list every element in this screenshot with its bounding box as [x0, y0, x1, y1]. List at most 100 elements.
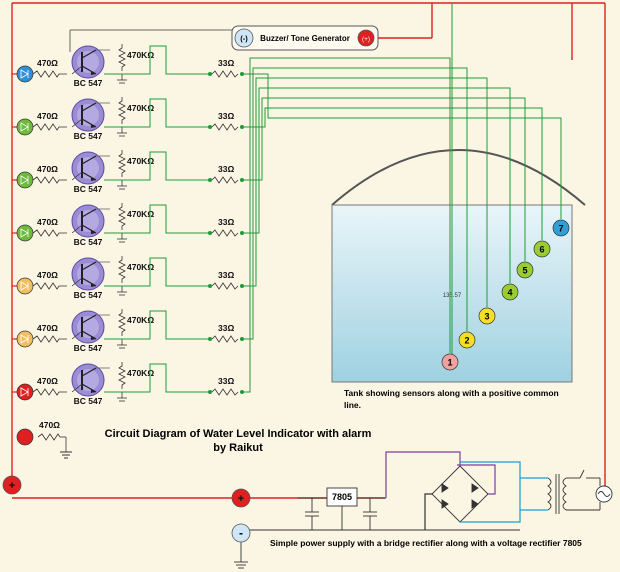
buzzer-neg-label: (-) — [240, 34, 248, 43]
sensor-number: 5 — [522, 266, 527, 276]
base-res-label: 33Ω — [218, 217, 234, 227]
stage-7: 470Ω BC 547 470KΩ 33Ω — [12, 362, 244, 406]
stage-5: 470Ω BC 547 470KΩ 33Ω — [12, 256, 244, 300]
base-resistor — [211, 282, 239, 290]
tank-caption-line1: Tank showing sensors along with a positi… — [344, 388, 559, 398]
led-3 — [16, 171, 34, 189]
led-6 — [16, 330, 34, 348]
diagram-title-line2: by Raikut — [213, 442, 263, 454]
bottom-led-res-label: 470Ω — [39, 420, 60, 430]
bias-resistor — [118, 203, 126, 230]
sensor-wire-2 — [242, 67, 468, 340]
stage-4: 470Ω BC 547 470KΩ 33Ω — [12, 203, 244, 247]
transistor-label: BC 547 — [74, 290, 103, 300]
led-4 — [16, 224, 34, 242]
sensor-6: 6 — [533, 240, 551, 258]
sensor-3: 3 — [478, 307, 496, 325]
led-res-label: 470Ω — [37, 323, 58, 333]
sensor-2: 2 — [458, 331, 476, 349]
bias-resistor — [118, 362, 126, 389]
base-res-label: 33Ω — [218, 111, 234, 121]
base-res-label: 33Ω — [218, 58, 234, 68]
bias-resistor — [118, 97, 126, 124]
transistor-label: BC 547 — [74, 343, 103, 353]
sensor-1: 1 — [441, 353, 459, 371]
led-resistor — [32, 335, 67, 343]
led-res-label: 470Ω — [37, 164, 58, 174]
led-resistor — [32, 388, 67, 396]
base-resistor — [211, 70, 239, 78]
regulator-label: 7805 — [332, 492, 352, 502]
led-resistor — [32, 70, 67, 78]
buzzer-label: Buzzer/ Tone Generator — [260, 34, 350, 43]
base-res-label: 33Ω — [218, 164, 234, 174]
bias-res-label: 470KΩ — [127, 50, 154, 60]
transistor-label: BC 547 — [74, 396, 103, 406]
led-resistor — [32, 282, 67, 290]
led-resistor — [32, 229, 67, 237]
base-res-label: 33Ω — [218, 376, 234, 386]
sensor-wires — [242, 3, 562, 393]
plus-terminal-label: + — [9, 480, 15, 492]
sensor-wire-7 — [242, 73, 562, 219]
sensor-wire-1 — [242, 57, 451, 393]
led-res-label: 470Ω — [37, 58, 58, 68]
transistor-label: BC 547 — [74, 237, 103, 247]
led-5 — [16, 277, 34, 295]
bias-res-label: 470KΩ — [127, 156, 154, 166]
bias-res-label: 470KΩ — [127, 103, 154, 113]
bias-resistor — [118, 44, 126, 71]
sensor-number: 6 — [539, 245, 544, 255]
negative-terminal — [231, 523, 251, 543]
transistor-label: BC 547 — [74, 131, 103, 141]
base-resistor — [211, 229, 239, 237]
bias-resistor — [118, 309, 126, 336]
sensor-7: 7 — [552, 219, 570, 237]
led-7 — [16, 383, 34, 401]
bias-res-label: 470KΩ — [127, 209, 154, 219]
led-1 — [16, 65, 34, 83]
base-resistor — [211, 176, 239, 184]
bias-res-label: 470KΩ — [127, 262, 154, 272]
sensor-number: 4 — [507, 288, 512, 298]
plus-terminal-label-2: + — [238, 493, 244, 505]
sensor-4: 4 — [501, 283, 519, 301]
power-supply-caption: Simple power supply with a bridge rectif… — [270, 538, 582, 548]
led-resistor — [32, 176, 67, 184]
bias-res-label: 470KΩ — [127, 315, 154, 325]
bias-res-label: 470KΩ — [127, 368, 154, 378]
tank-sensors: 1 2 3 4 5 6 7 — [441, 219, 570, 371]
power-supply — [234, 465, 613, 569]
buzzer-pos-label: (+) — [362, 36, 370, 43]
negative-terminal-label: - — [239, 526, 243, 540]
stage-3: 470Ω BC 547 470KΩ 33Ω — [12, 150, 244, 194]
base-resistor — [211, 123, 239, 131]
sensor-5: 5 — [516, 261, 534, 279]
transistor-label: BC 547 — [74, 78, 103, 88]
tank-caption-line2: line. — [344, 400, 361, 410]
led-res-label: 470Ω — [37, 270, 58, 280]
stage-2: 470Ω BC 547 470KΩ 33Ω — [12, 97, 244, 141]
sensor-number: 3 — [484, 312, 489, 322]
stage-6: 470Ω BC 547 470KΩ 33Ω — [12, 309, 244, 353]
bottom-led-stage: 470Ω — [16, 420, 72, 459]
sensor-wire-3 — [242, 77, 488, 307]
buzzer: (-) Buzzer/ Tone Generator (+) — [69, 25, 379, 52]
transistor-label: BC 547 — [74, 184, 103, 194]
led-res-label: 470Ω — [37, 376, 58, 386]
bias-resistor — [118, 150, 126, 177]
sensor-number: 7 — [558, 224, 563, 234]
led-res-label: 470Ω — [37, 111, 58, 121]
sensor-number: 1 — [447, 358, 452, 368]
led-resistor — [32, 123, 67, 131]
positive-terminals: + + — [2, 475, 251, 508]
bias-resistor — [118, 256, 126, 283]
led-res-label: 470Ω — [37, 217, 58, 227]
base-res-label: 33Ω — [218, 270, 234, 280]
stage-1: 470Ω BC 547 470KΩ 33Ω — [12, 44, 244, 88]
sensor-wire-6 — [242, 107, 543, 240]
base-resistor — [211, 335, 239, 343]
